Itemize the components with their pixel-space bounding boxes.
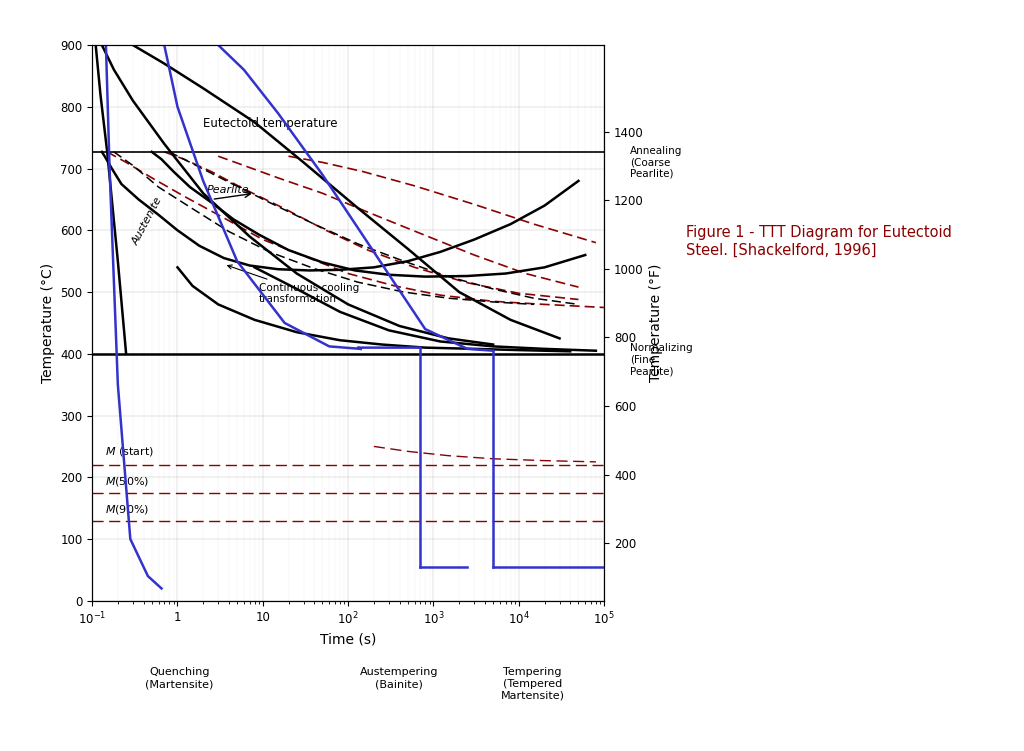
Text: Quenching
(Martensite): Quenching (Martensite) xyxy=(145,668,213,689)
Text: Annealing
(Coarse
Pearlite): Annealing (Coarse Pearlite) xyxy=(630,146,682,179)
Text: $M$(90%): $M$(90%) xyxy=(104,502,148,516)
Text: Continuous cooling
transformation: Continuous cooling transformation xyxy=(227,265,359,304)
X-axis label: Time (s): Time (s) xyxy=(319,632,377,647)
Text: Tempering
(Tempered
Martensite): Tempering (Tempered Martensite) xyxy=(501,668,564,701)
Text: Normalizing
(Fine
Pearlite): Normalizing (Fine Pearlite) xyxy=(630,343,692,376)
Y-axis label: Temperature (°C): Temperature (°C) xyxy=(41,263,54,383)
Text: Figure 1 - TTT Diagram for Eutectoid
Steel. [Shackelford, 1996]: Figure 1 - TTT Diagram for Eutectoid Ste… xyxy=(686,225,952,258)
Text: Austenite: Austenite xyxy=(130,195,164,247)
Text: Eutectoid temperature: Eutectoid temperature xyxy=(203,117,338,130)
Text: Austempering
(Bainite): Austempering (Bainite) xyxy=(360,668,438,689)
Text: $M$(50%): $M$(50%) xyxy=(104,475,148,488)
Text: $M$ (start): $M$ (start) xyxy=(104,445,154,457)
Text: Pearlite: Pearlite xyxy=(207,185,249,195)
Y-axis label: Temperature (°F): Temperature (°F) xyxy=(649,264,664,382)
